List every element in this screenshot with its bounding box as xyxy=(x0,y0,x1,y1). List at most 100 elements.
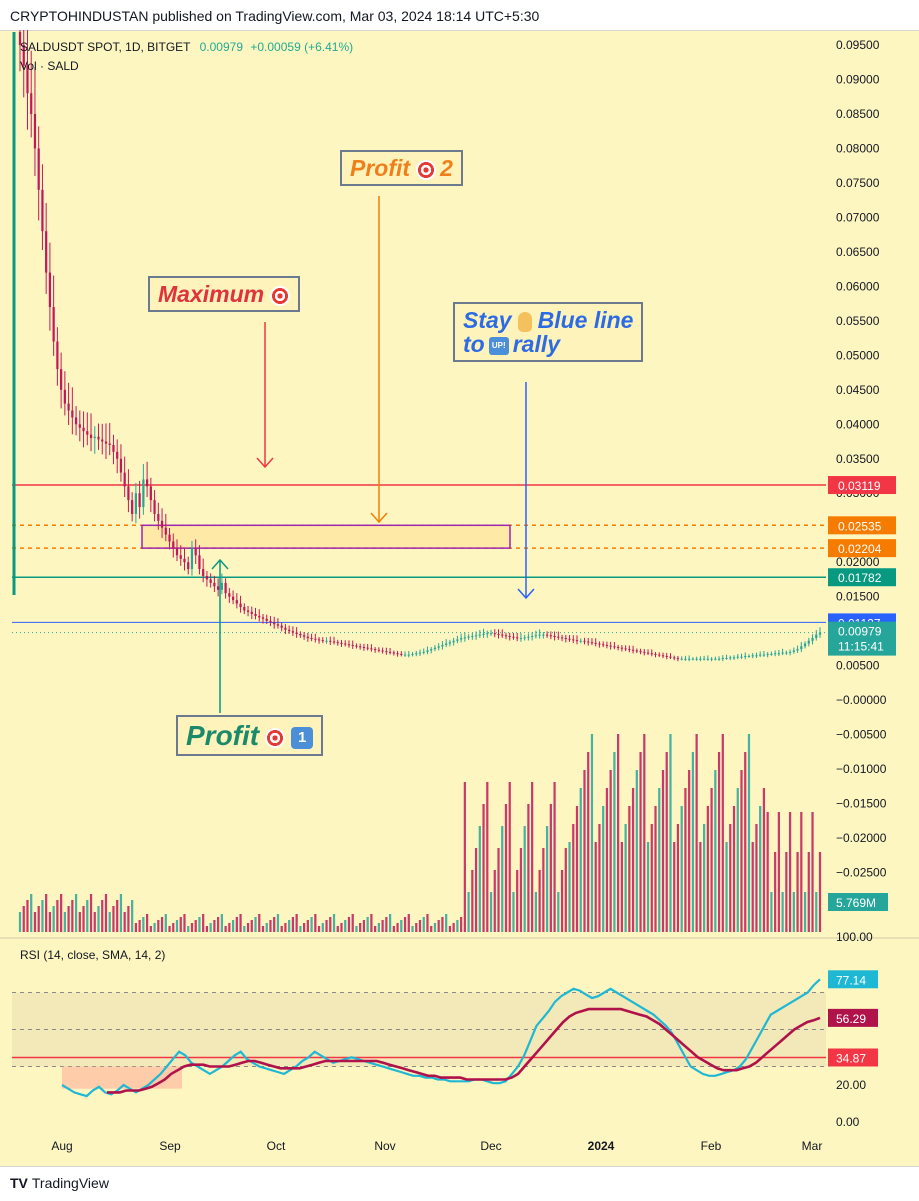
candle-body xyxy=(355,645,358,647)
rsi-ma-last-label: 56.29 xyxy=(836,1012,866,1026)
candle-body xyxy=(725,658,728,660)
volume-bar xyxy=(721,734,724,932)
rsi-line xyxy=(61,978,821,1098)
volume-bar xyxy=(807,852,810,932)
candle-body xyxy=(661,655,665,657)
volume-bar xyxy=(613,752,616,932)
volume-bar xyxy=(157,920,160,932)
volume-bar xyxy=(205,926,209,932)
volume-bar xyxy=(217,917,220,932)
volume-bar xyxy=(325,920,328,932)
volume-bar xyxy=(370,914,373,932)
candle-body xyxy=(553,635,556,637)
volume-bar xyxy=(474,848,478,932)
rsi-tick-label: 100.00 xyxy=(836,930,873,944)
chart-area[interactable]: 0.09500 0.09000 0.08500 0.08000 0.07500 0.070… xyxy=(0,30,919,1166)
volume-bar xyxy=(321,923,324,932)
candle-body xyxy=(736,656,739,658)
volume-bar xyxy=(437,920,440,932)
candle-body xyxy=(411,653,414,655)
candle-body xyxy=(639,651,642,653)
candle-body xyxy=(157,513,160,521)
rsi-tick-label: 20.00 xyxy=(836,1078,866,1092)
candle-body xyxy=(501,634,504,636)
volume-bar xyxy=(557,892,560,932)
volume-bar xyxy=(78,912,81,932)
candle-body xyxy=(688,658,691,660)
candle-body xyxy=(691,658,695,660)
volume-bar xyxy=(172,923,175,932)
candle-body xyxy=(153,500,156,514)
candle-body xyxy=(224,582,227,594)
time-tick-label: Oct xyxy=(267,1139,286,1153)
volume-bar xyxy=(273,917,276,932)
volume-bar xyxy=(493,870,496,932)
volume-bar xyxy=(45,894,48,932)
rsi-band xyxy=(12,992,826,1067)
profit-2-number: 2 xyxy=(440,155,453,181)
candle-body xyxy=(714,658,717,660)
candle-body xyxy=(654,653,657,655)
volume-bar xyxy=(467,892,470,932)
price-tick-label: 0.00500 xyxy=(836,659,880,673)
volume-bar xyxy=(497,848,500,932)
candle-body xyxy=(676,658,680,660)
stay-blue-line-note: Stay Blue line to UP! rally xyxy=(453,302,644,363)
level-label: 0.02204 xyxy=(838,542,882,556)
volume-bar xyxy=(302,923,306,932)
candle-body xyxy=(433,647,437,650)
candle-body xyxy=(598,643,601,645)
volume-bar xyxy=(93,912,96,932)
candle-body xyxy=(52,307,55,342)
volume-bar xyxy=(583,770,586,932)
candle-body xyxy=(523,637,526,639)
volume-bar xyxy=(661,770,665,932)
candle-body xyxy=(22,45,25,66)
rally-label: rally xyxy=(512,331,561,358)
last-price-label-bg xyxy=(828,621,896,656)
volume-bar xyxy=(265,923,268,932)
to-label: to xyxy=(463,331,485,358)
candle-body xyxy=(325,640,328,642)
candle-body xyxy=(385,651,388,653)
candle-body xyxy=(774,653,777,655)
candle-body xyxy=(190,548,194,570)
published-header: CRYPTOHINDUSTAN published on TradingView… xyxy=(0,0,919,31)
volume-bar xyxy=(587,752,590,932)
candle-body xyxy=(202,569,205,576)
published-text: CRYPTOHINDUSTAN published on TradingView… xyxy=(10,8,540,24)
entry-zone-box xyxy=(141,524,511,549)
level-label: 0.02535 xyxy=(838,519,882,533)
volume-bar xyxy=(811,812,814,932)
volume-bar xyxy=(504,804,508,932)
volume-bar xyxy=(579,788,582,932)
candle-body xyxy=(583,640,586,642)
tradingview-logo[interactable]: TV TradingView xyxy=(10,1175,109,1191)
volume-bar xyxy=(71,900,74,932)
target-icon xyxy=(270,285,291,306)
candle-body xyxy=(818,632,822,635)
candle-body xyxy=(740,656,743,658)
candle-body xyxy=(759,654,762,656)
candle-body xyxy=(803,643,807,647)
candle-body xyxy=(590,642,594,644)
candle-body xyxy=(332,641,336,643)
volume-bar xyxy=(220,914,223,932)
candle-body xyxy=(646,652,650,654)
candle-body xyxy=(235,600,238,604)
up-button-icon: UP! xyxy=(488,337,509,356)
candle-body xyxy=(209,579,212,583)
candle-body xyxy=(74,417,78,425)
candle-body xyxy=(695,658,698,660)
candle-body xyxy=(777,653,780,655)
oversold-fill xyxy=(62,1066,182,1089)
volume-bar xyxy=(572,824,575,932)
volume-bar xyxy=(568,842,571,932)
volume-bar xyxy=(37,906,40,932)
maximum-arrow-head xyxy=(256,457,274,469)
volume-bar xyxy=(673,842,676,932)
price-tick-label: 0.06000 xyxy=(836,279,880,293)
time-tick-label: Aug xyxy=(51,1139,72,1153)
candle-body xyxy=(123,472,126,487)
volume-bar xyxy=(52,906,55,932)
